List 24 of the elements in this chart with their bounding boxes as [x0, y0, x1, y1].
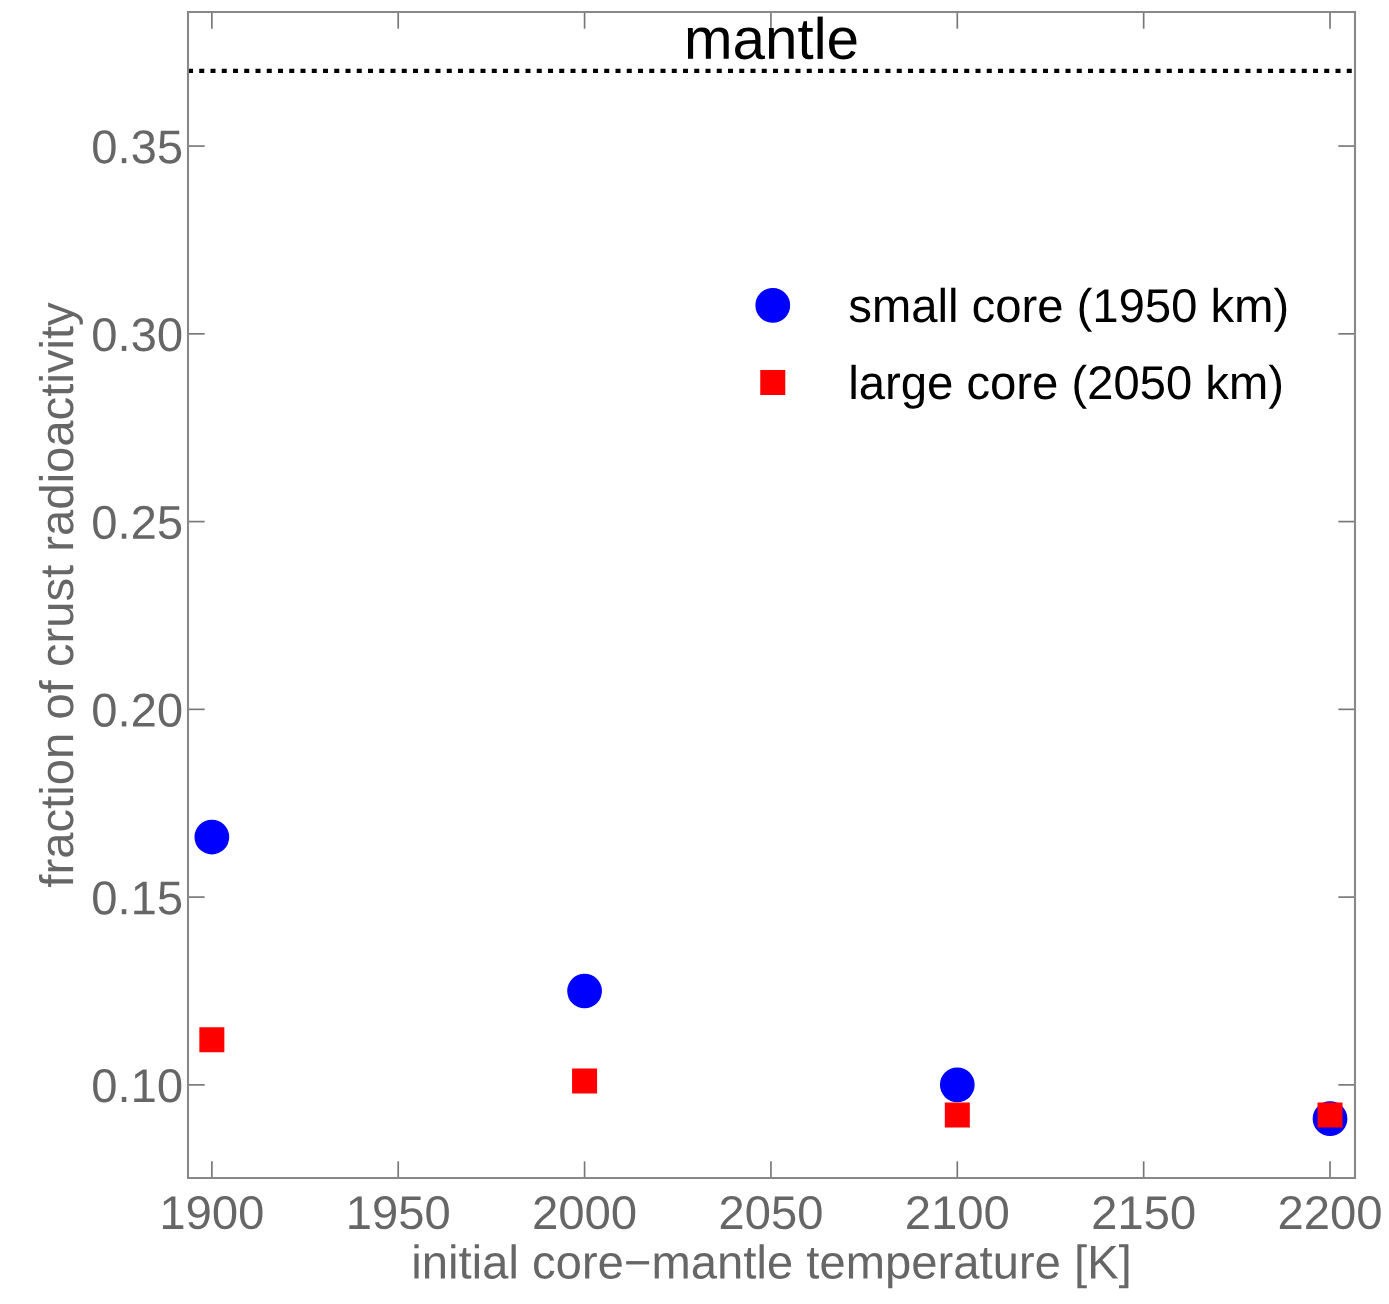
point — [199, 1027, 225, 1053]
x-axis-title: initial core−mantle temperature [K] — [414, 1244, 1129, 1289]
point — [939, 1067, 975, 1103]
x-tick-label: 2050 — [720, 1195, 822, 1230]
y-tick-label: 0.15 — [93, 881, 182, 915]
y-tick-label: 0.35 — [93, 130, 182, 164]
y-tick-label: 0.30 — [93, 317, 182, 352]
legend-label: small core (1950 km) — [849, 287, 1287, 332]
point — [194, 819, 230, 855]
point — [944, 1102, 970, 1128]
y-tick-label: 0.20 — [93, 693, 182, 727]
point — [567, 973, 602, 1009]
x-tick-label: 2000 — [534, 1195, 636, 1230]
y-tick-label: 0.10 — [93, 1069, 182, 1103]
x-tick-label: 1950 — [349, 1195, 449, 1230]
point — [572, 1068, 598, 1094]
legend-label: large core (2050 km) — [851, 364, 1282, 409]
y-axis-title: fraction of crust radioactivity — [38, 302, 83, 887]
x-tick-label: 2100 — [907, 1195, 1008, 1230]
y-tick-label: 0.25 — [93, 505, 182, 540]
x-tick-label: 1900 — [162, 1195, 263, 1230]
ref-line-label: mantle — [687, 16, 857, 60]
x-tick-label: 2200 — [1279, 1195, 1381, 1230]
x-tick-label: 2150 — [1093, 1195, 1195, 1230]
